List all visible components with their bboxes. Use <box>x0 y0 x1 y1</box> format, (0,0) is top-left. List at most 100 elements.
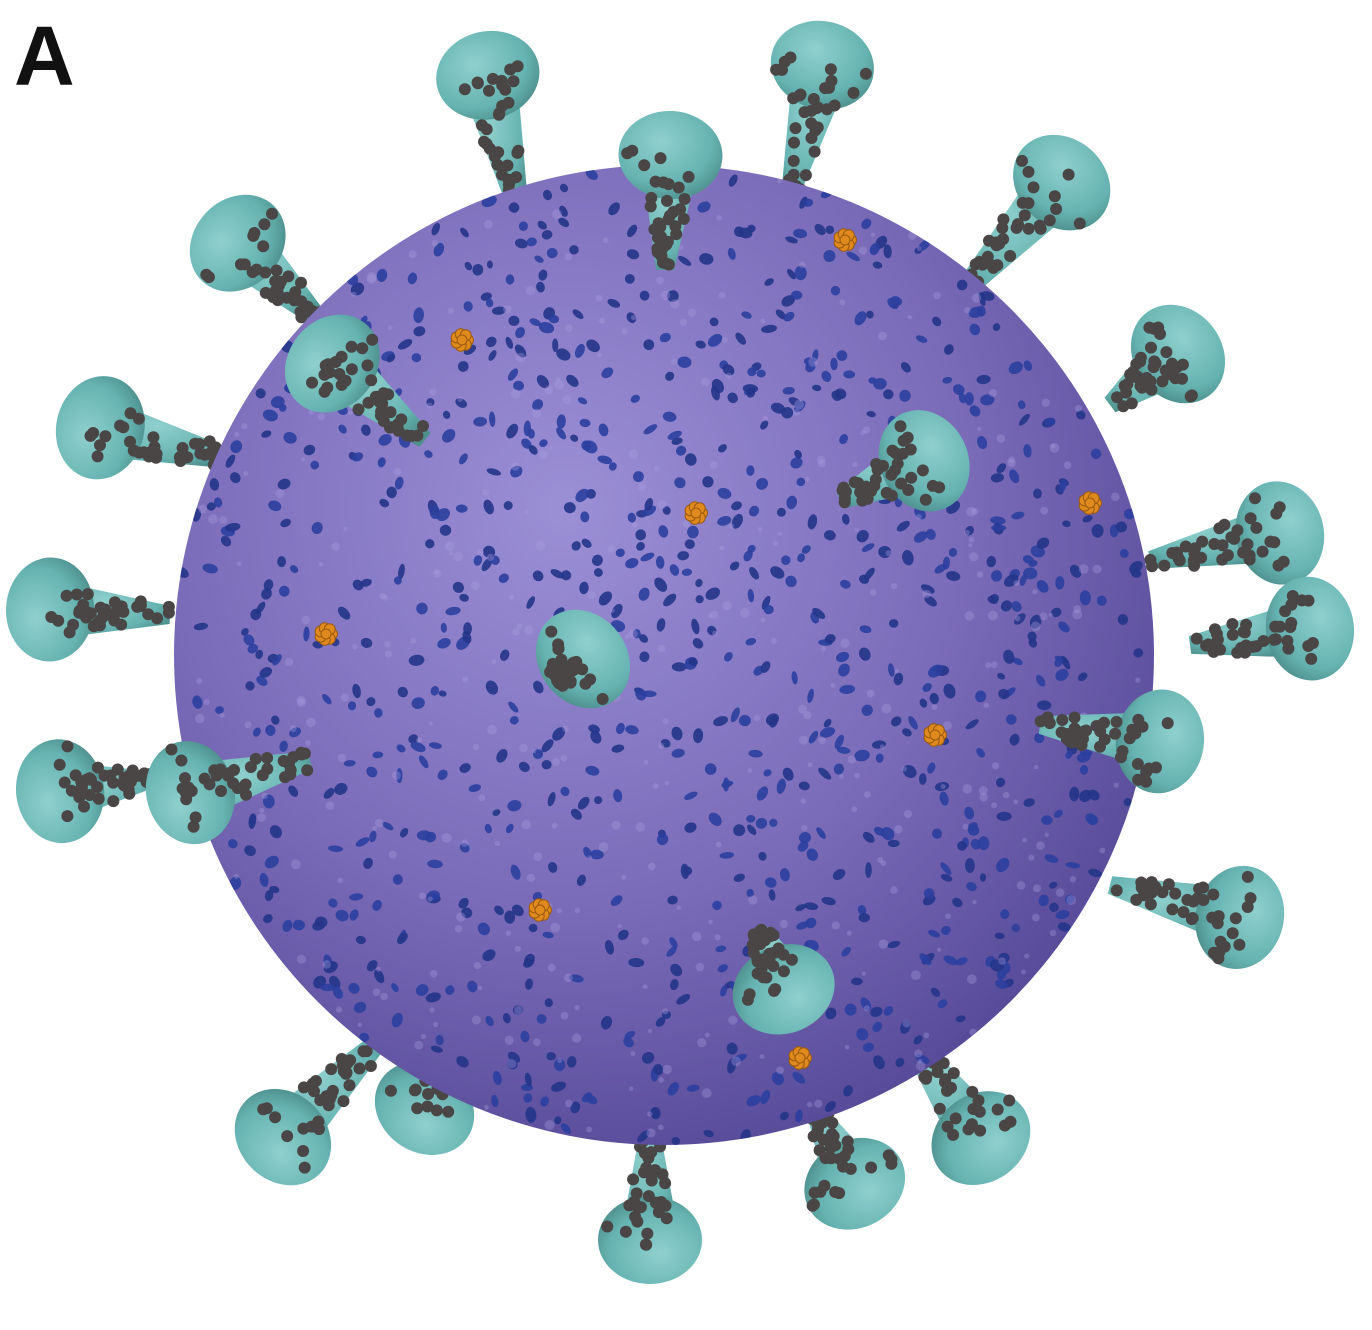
membrane-protein-dot <box>783 311 795 322</box>
envelope-texture <box>1007 458 1016 468</box>
membrane-protein-dot <box>1076 410 1086 420</box>
glycan-bead <box>1136 381 1148 394</box>
membrane-protein-dot <box>569 974 584 983</box>
membrane-protein-dot <box>269 825 282 839</box>
membrane-protein-dot <box>525 978 533 990</box>
glycan-bead <box>870 458 883 470</box>
membrane-protein-dot <box>1000 909 1010 920</box>
membrane-protein-dot <box>407 272 418 285</box>
envelope-texture <box>387 325 393 331</box>
glycan-bead <box>1018 209 1031 222</box>
envelope-texture <box>1013 799 1019 805</box>
membrane-protein-dot <box>570 1101 581 1114</box>
membrane-protein-dot <box>548 861 558 873</box>
membrane-protein-dot <box>594 796 603 805</box>
membrane-protein-dot <box>591 554 603 566</box>
membrane-protein-dot <box>812 607 826 619</box>
membrane-protein-dot <box>937 999 948 1009</box>
glycan-bead <box>343 1079 356 1092</box>
membrane-protein-dot <box>575 488 589 503</box>
envelope-texture <box>996 434 1006 443</box>
envelope-texture <box>595 294 603 302</box>
membrane-protein-dot <box>990 516 1006 525</box>
glycan-bead <box>111 763 124 776</box>
membrane-protein-dot <box>215 706 224 714</box>
envelope-texture <box>571 1033 582 1043</box>
membrane-protein-dot <box>577 397 588 405</box>
glycan-bead <box>1207 888 1220 901</box>
glycan-bead <box>1218 518 1231 531</box>
membrane-protein-dot <box>426 890 440 901</box>
membrane-protein-dot <box>925 528 936 540</box>
glycan-bead <box>776 63 788 76</box>
envelope-texture <box>219 712 225 718</box>
membrane-protein-dot <box>955 957 968 966</box>
membrane-protein-dot <box>887 940 901 949</box>
membrane-protein-dot <box>667 430 682 440</box>
glycan-bead <box>902 484 915 496</box>
membrane-protein-dot <box>996 857 1010 873</box>
membrane-protein-dot <box>761 595 771 610</box>
glycan-bead <box>384 1084 397 1097</box>
membrane-protein-dot <box>883 389 894 400</box>
membrane-protein-dot <box>976 374 991 385</box>
membrane-protein-dot <box>425 539 435 549</box>
membrane-protein-dot <box>843 370 856 379</box>
membrane-protein-dot <box>1041 815 1053 826</box>
envelope-texture <box>597 352 602 358</box>
glycan-bead <box>1109 727 1122 740</box>
envelope-texture <box>968 543 973 548</box>
envelope-texture <box>891 583 898 590</box>
envelope-texture <box>296 698 306 708</box>
membrane-protein-dot <box>598 591 612 606</box>
membrane-protein-dot <box>674 477 686 489</box>
membrane-protein-dot <box>410 741 426 753</box>
membrane-protein-dot <box>261 588 272 600</box>
envelope-texture <box>940 784 946 790</box>
membrane-protein-dot <box>396 768 403 784</box>
membrane-protein-dot <box>653 1063 664 1076</box>
membrane-protein-dot <box>873 1055 885 1070</box>
envelope-texture <box>473 962 481 970</box>
envelope-texture <box>476 548 484 556</box>
membrane-protein-dot <box>856 530 869 543</box>
membrane-protein-dot <box>277 478 291 490</box>
envelope-texture <box>862 426 871 434</box>
membrane-protein-dot <box>570 434 579 442</box>
envelope-texture <box>656 276 664 285</box>
glycan-bead <box>645 191 658 204</box>
membrane-protein-dot <box>608 462 617 471</box>
glycan-bead <box>319 359 332 372</box>
membrane-protein-dot <box>958 393 967 404</box>
membrane-protein-dot <box>473 555 483 566</box>
envelope-texture <box>879 744 885 750</box>
membrane-protein-dot <box>1038 894 1049 907</box>
membrane-protein-dot <box>1037 700 1052 711</box>
envelope-protein-cluster <box>314 622 338 646</box>
membrane-protein-dot <box>703 1129 714 1138</box>
membrane-protein-dot <box>477 922 490 936</box>
membrane-protein-dot <box>539 439 548 448</box>
envelope-protein-cluster <box>684 501 708 525</box>
envelope-texture <box>881 703 892 714</box>
envelope-texture <box>337 877 343 884</box>
membrane-protein-dot <box>617 929 629 941</box>
envelope-texture <box>704 1032 710 1038</box>
membrane-protein-dot <box>834 388 847 400</box>
glycan-bead <box>833 1187 846 1200</box>
glycan-bead <box>1238 626 1251 639</box>
glycan-bead <box>365 374 378 387</box>
envelope-texture <box>878 939 889 949</box>
membrane-protein-dot <box>593 568 603 577</box>
membrane-protein-dot <box>492 1070 502 1086</box>
membrane-protein-dot <box>431 222 441 236</box>
membrane-protein-dot <box>913 1035 923 1045</box>
membrane-protein-dot <box>379 498 390 508</box>
membrane-protein-dot <box>872 261 883 269</box>
envelope-texture <box>372 825 377 831</box>
envelope-texture <box>971 507 979 515</box>
membrane-protein-dot <box>1050 607 1062 618</box>
envelope-texture <box>933 291 941 300</box>
glycan-bead <box>501 159 514 172</box>
glycan-bead <box>356 342 369 355</box>
